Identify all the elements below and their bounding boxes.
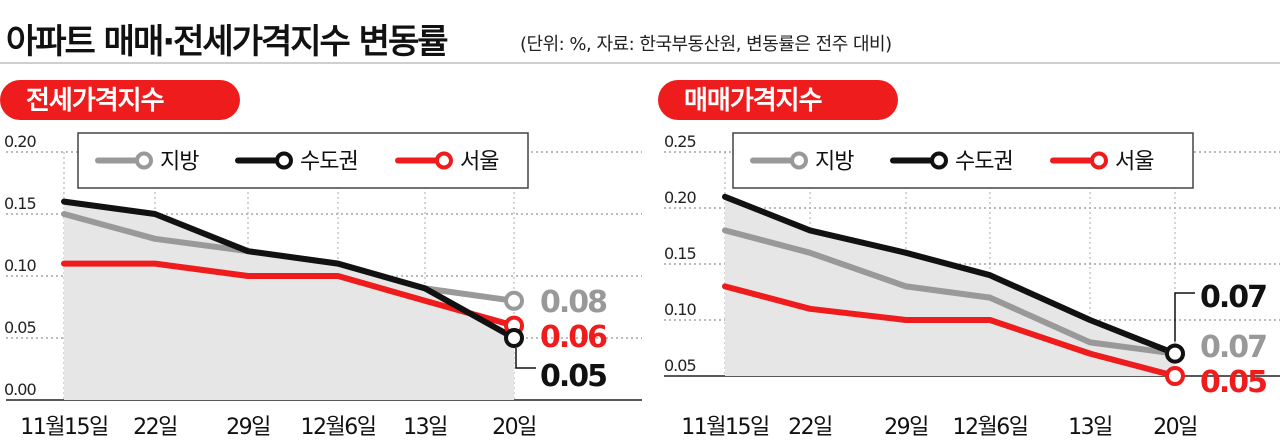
x-tick-label: 12월6일 xyxy=(953,415,1028,440)
legend-swatch-marker xyxy=(790,151,808,170)
chart-title: 매매가격지수 xyxy=(684,86,822,116)
chart-title-pill xyxy=(0,80,240,120)
legend-label: 수도권 xyxy=(955,150,1013,175)
y-tick-label: 0.00 xyxy=(4,380,36,399)
x-tick-label: 13일 xyxy=(1068,415,1112,440)
legend-label: 지방 xyxy=(815,150,854,175)
legend-label: 서울 xyxy=(460,150,499,175)
y-tick-label: 0.15 xyxy=(4,194,36,213)
end-value-label: 0.06 xyxy=(540,320,607,355)
end-value-label: 0.08 xyxy=(540,285,607,320)
area-fill xyxy=(64,201,514,400)
legend-label: 수도권 xyxy=(300,150,358,175)
chart-title: 전세가격지수 xyxy=(26,86,164,116)
y-tick-label: 0.05 xyxy=(4,318,36,337)
legend-swatch-marker xyxy=(930,151,948,170)
x-tick-label: 29일 xyxy=(226,415,270,440)
callout-line xyxy=(515,348,536,369)
end-value-label: 0.05 xyxy=(540,359,606,394)
y-tick-label: 0.10 xyxy=(4,256,36,275)
page-subtitle: (단위: %, 자료: 한국부동산원, 변동률은 전주 대비) xyxy=(520,34,892,55)
x-tick-label: 12월6일 xyxy=(301,415,376,440)
chart-title-pill xyxy=(658,80,898,120)
end-marker-수도권 xyxy=(504,328,524,348)
end-marker-수도권 xyxy=(1165,343,1185,364)
end-value-label: 0.05 xyxy=(1200,365,1266,400)
x-tick-label: 22일 xyxy=(788,415,832,440)
series-line-수도권 xyxy=(722,193,1178,357)
x-tick-label: 13일 xyxy=(403,415,447,440)
legend-label: 서울 xyxy=(1115,150,1154,175)
page-title: 아파트 매매·전세가격지수 변동률 xyxy=(6,22,449,62)
end-marker-지방 xyxy=(504,290,524,311)
legend-swatch-marker xyxy=(135,151,153,170)
legend-swatch-marker xyxy=(275,151,293,170)
y-tick-label: 0.10 xyxy=(664,300,696,319)
series-line-수도권 xyxy=(61,198,517,341)
y-tick-label: 0.05 xyxy=(664,356,696,375)
header-divider xyxy=(0,62,1280,64)
x-tick-label: 20일 xyxy=(492,415,536,440)
y-tick-label: 0.15 xyxy=(664,244,696,263)
x-tick-label: 20일 xyxy=(1153,415,1197,440)
chart-jeonse: 전세가격지수 0.00 0.05 0.10 0.15 0.20 0.08 0.05 0.06 지방… xyxy=(0,80,642,440)
y-tick-label: 0.25 xyxy=(664,132,696,151)
legend-box xyxy=(732,132,1194,189)
series-line-지방 xyxy=(722,227,1178,357)
chart-maemae: 매매가격지수0.050.100.150.200.250.070.070.05지방… xyxy=(658,80,1280,440)
y-tick-label: 0.20 xyxy=(664,188,696,207)
header: 아파트 매매·전세가격지수 변동률 (단위: %, 자료: 한국부동산원, 변동… xyxy=(0,0,1280,62)
x-tick-label: 29일 xyxy=(884,415,928,440)
legend-swatch-marker xyxy=(1090,151,1108,170)
x-tick-label: 11월15일 xyxy=(681,415,769,440)
legend-label: 지방 xyxy=(160,150,199,175)
x-tick-label: 11월15일 xyxy=(20,415,108,440)
legend-swatch-marker xyxy=(435,151,453,170)
series-line-서울 xyxy=(61,260,517,329)
end-value-label: 0.07 xyxy=(1200,330,1266,365)
callout-line xyxy=(1174,292,1195,342)
x-tick-label: 22일 xyxy=(133,415,177,440)
y-tick-label: 0.20 xyxy=(4,132,36,151)
end-value-label: 0.07 xyxy=(1200,280,1266,315)
series-line-서울 xyxy=(722,283,1178,379)
end-marker-서울 xyxy=(1165,366,1185,386)
